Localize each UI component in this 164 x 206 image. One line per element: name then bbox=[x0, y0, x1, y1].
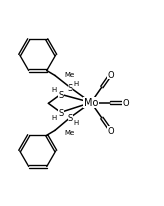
Text: S: S bbox=[58, 108, 63, 117]
Text: O: O bbox=[107, 127, 114, 136]
Text: H: H bbox=[51, 87, 57, 93]
Text: S: S bbox=[58, 90, 63, 99]
Text: Me: Me bbox=[64, 129, 74, 135]
Text: H: H bbox=[74, 120, 79, 126]
Text: S: S bbox=[68, 113, 73, 122]
Text: H: H bbox=[51, 115, 57, 121]
Text: S: S bbox=[68, 84, 73, 93]
Text: O: O bbox=[122, 98, 129, 108]
Text: Me: Me bbox=[64, 71, 74, 77]
Text: H: H bbox=[74, 80, 79, 86]
Text: O: O bbox=[107, 70, 114, 79]
Text: Mo: Mo bbox=[84, 98, 98, 108]
